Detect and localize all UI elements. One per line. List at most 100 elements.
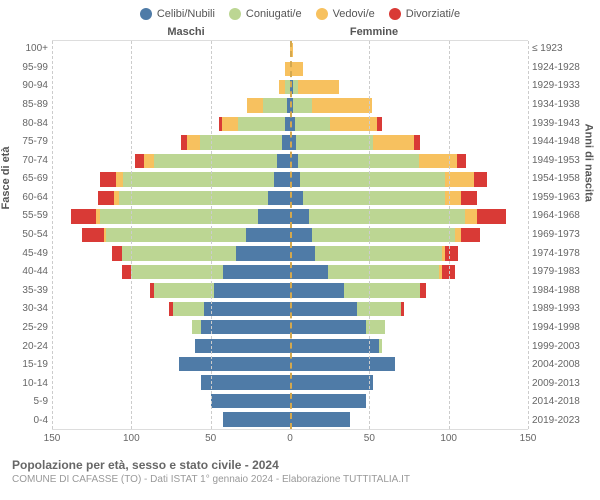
seg-con — [173, 302, 205, 316]
seg-ved — [116, 172, 124, 186]
column-headers: Maschi Femmine — [8, 26, 592, 38]
yaxis-right-title: Anni di nascita — [582, 124, 594, 202]
birth-label: 1994-1998 — [532, 319, 592, 338]
xtick: 100 — [440, 433, 457, 444]
seg-con — [344, 283, 420, 297]
footer-title: Popolazione per età, sesso e stato civil… — [12, 458, 592, 472]
legend-swatch — [229, 8, 241, 20]
birth-label: 1924-1928 — [532, 59, 592, 78]
bar-female — [290, 80, 528, 94]
seg-cel — [290, 265, 328, 279]
seg-cel — [290, 394, 366, 408]
bar-female — [290, 172, 528, 186]
gridline — [369, 41, 370, 429]
legend-label: Divorziati/e — [406, 8, 460, 20]
seg-con — [296, 135, 372, 149]
age-label: 35-39 — [8, 282, 48, 301]
bar-male — [52, 172, 290, 186]
bar-male — [52, 80, 290, 94]
seg-div — [377, 117, 382, 131]
seg-div — [414, 135, 420, 149]
seg-ved — [445, 172, 474, 186]
age-label: 50-54 — [8, 226, 48, 245]
seg-cel — [179, 357, 290, 371]
seg-cel — [277, 154, 290, 168]
birth-label: 1984-1988 — [532, 282, 592, 301]
bar-female — [290, 412, 528, 426]
seg-ved — [373, 135, 414, 149]
age-label: 0-4 — [8, 412, 48, 431]
seg-con — [154, 154, 278, 168]
seg-ved — [419, 154, 457, 168]
seg-div — [82, 228, 104, 242]
seg-ved — [222, 117, 238, 131]
seg-cel — [201, 375, 290, 389]
bar-female — [290, 357, 528, 371]
bar-male — [52, 135, 290, 149]
gridline — [211, 41, 212, 429]
birth-label: 2009-2013 — [532, 374, 592, 393]
birth-label: 2019-2023 — [532, 412, 592, 431]
xtick: 150 — [520, 433, 537, 444]
legend-item: Celibi/Nubili — [140, 8, 215, 20]
birth-label: 1979-1983 — [532, 263, 592, 282]
header-female: Femmine — [280, 26, 528, 38]
bar-female — [290, 265, 528, 279]
chart-container: Celibi/NubiliConiugati/eVedovi/eDivorzia… — [0, 0, 600, 500]
seg-div — [457, 154, 467, 168]
bar-male — [52, 320, 290, 334]
xtick: 50 — [205, 433, 216, 444]
seg-con — [200, 135, 283, 149]
age-label: 10-14 — [8, 374, 48, 393]
seg-cel — [268, 191, 290, 205]
age-label: 15-19 — [8, 356, 48, 375]
bar-female — [290, 246, 528, 260]
seg-ved — [187, 135, 200, 149]
age-label: 5-9 — [8, 393, 48, 412]
seg-con — [379, 339, 382, 353]
bar-male — [52, 209, 290, 223]
seg-cel — [246, 228, 290, 242]
bar-male — [52, 375, 290, 389]
seg-cel — [195, 339, 290, 353]
seg-ved — [465, 209, 478, 223]
seg-con — [123, 172, 274, 186]
age-label: 20-24 — [8, 337, 48, 356]
seg-cel — [290, 375, 373, 389]
seg-cel — [290, 339, 379, 353]
seg-con — [263, 98, 287, 112]
seg-con — [122, 246, 236, 260]
seg-cel — [290, 209, 309, 223]
xtick: 150 — [44, 433, 61, 444]
seg-con — [131, 265, 223, 279]
legend-swatch — [389, 8, 401, 20]
seg-cel — [290, 228, 312, 242]
age-label: 90-94 — [8, 77, 48, 96]
age-label: 95-99 — [8, 59, 48, 78]
bar-female — [290, 320, 528, 334]
legend-label: Coniugati/e — [246, 8, 302, 20]
center-line — [290, 41, 292, 429]
birth-label: 2004-2008 — [532, 356, 592, 375]
bar-male — [52, 98, 290, 112]
bar-female — [290, 394, 528, 408]
birth-label: 1989-1993 — [532, 300, 592, 319]
seg-cel — [204, 302, 290, 316]
age-label: 40-44 — [8, 263, 48, 282]
seg-cel — [236, 246, 290, 260]
footer-subtitle: COMUNE DI CAFASSE (TO) - Dati ISTAT 1° g… — [12, 474, 592, 485]
seg-div — [474, 172, 487, 186]
seg-con — [106, 228, 246, 242]
seg-con — [312, 228, 455, 242]
seg-con — [100, 209, 259, 223]
bar-female — [290, 283, 528, 297]
seg-con — [328, 265, 439, 279]
birth-label: 1974-1978 — [532, 244, 592, 263]
age-label: 100+ — [8, 40, 48, 59]
bar-male — [52, 283, 290, 297]
bar-male — [52, 412, 290, 426]
seg-cel — [211, 394, 290, 408]
seg-div — [71, 209, 96, 223]
seg-cel — [290, 246, 315, 260]
yaxis-left: 100+95-9990-9485-8980-8475-7970-7465-696… — [8, 40, 52, 430]
